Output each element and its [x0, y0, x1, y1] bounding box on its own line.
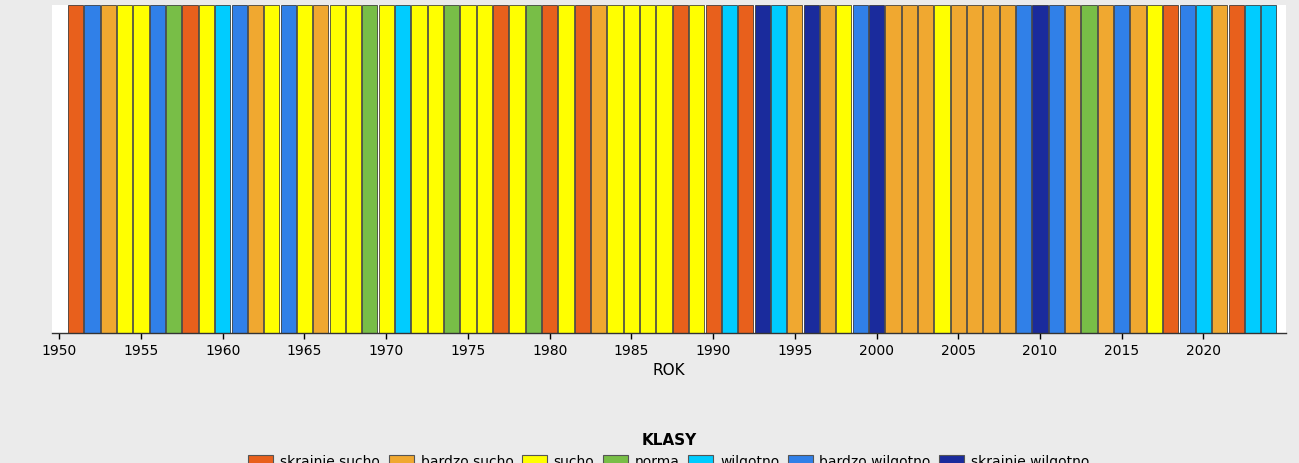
Bar: [1115, 5, 1129, 333]
Bar: [395, 5, 410, 333]
Bar: [378, 5, 394, 333]
Bar: [297, 5, 312, 333]
Bar: [591, 5, 607, 333]
Bar: [412, 5, 426, 333]
Bar: [770, 5, 786, 333]
Bar: [199, 5, 214, 333]
Bar: [837, 5, 851, 333]
Bar: [1098, 5, 1113, 333]
Bar: [216, 5, 230, 333]
Bar: [1016, 5, 1031, 333]
Bar: [1000, 5, 1015, 333]
Bar: [509, 5, 525, 333]
Bar: [117, 5, 132, 333]
Bar: [559, 5, 574, 333]
Bar: [460, 5, 475, 333]
Bar: [346, 5, 361, 333]
Bar: [656, 5, 672, 333]
Bar: [84, 5, 100, 333]
Bar: [608, 5, 622, 333]
Bar: [966, 5, 982, 333]
Bar: [1048, 5, 1064, 333]
Bar: [1130, 5, 1146, 333]
Bar: [690, 5, 704, 333]
Legend: skrajnie sucho, bardzo sucho, sucho, norma, wilgotno, bardzo wilgotno, skrajnie : skrajnie sucho, bardzo sucho, sucho, nor…: [243, 427, 1095, 463]
Bar: [444, 5, 459, 333]
Bar: [182, 5, 197, 333]
Bar: [248, 5, 264, 333]
Bar: [68, 5, 83, 333]
Bar: [542, 5, 557, 333]
Bar: [852, 5, 868, 333]
Bar: [1147, 5, 1163, 333]
Bar: [673, 5, 688, 333]
Bar: [1033, 5, 1047, 333]
Bar: [804, 5, 818, 333]
Bar: [134, 5, 148, 333]
Bar: [1163, 5, 1178, 333]
Bar: [1244, 5, 1260, 333]
Bar: [738, 5, 753, 333]
Bar: [624, 5, 639, 333]
Bar: [330, 5, 344, 333]
Bar: [787, 5, 803, 333]
Bar: [427, 5, 443, 333]
Bar: [1229, 5, 1243, 333]
Bar: [918, 5, 933, 333]
Bar: [902, 5, 917, 333]
Bar: [526, 5, 540, 333]
Bar: [1261, 5, 1277, 333]
Bar: [281, 5, 296, 333]
Bar: [101, 5, 116, 333]
Bar: [362, 5, 378, 333]
Bar: [640, 5, 655, 333]
Bar: [166, 5, 182, 333]
Bar: [886, 5, 900, 333]
Bar: [1082, 5, 1096, 333]
Bar: [705, 5, 721, 333]
Bar: [983, 5, 999, 333]
Bar: [494, 5, 508, 333]
Bar: [1065, 5, 1081, 333]
Bar: [755, 5, 770, 333]
Bar: [231, 5, 247, 333]
Bar: [1212, 5, 1228, 333]
Bar: [820, 5, 835, 333]
Bar: [1179, 5, 1195, 333]
Bar: [722, 5, 737, 333]
Bar: [264, 5, 279, 333]
Bar: [1196, 5, 1211, 333]
X-axis label: ROK: ROK: [652, 363, 686, 378]
Bar: [313, 5, 329, 333]
Bar: [951, 5, 966, 333]
Bar: [574, 5, 590, 333]
Bar: [477, 5, 492, 333]
Bar: [934, 5, 950, 333]
Bar: [869, 5, 885, 333]
Bar: [149, 5, 165, 333]
